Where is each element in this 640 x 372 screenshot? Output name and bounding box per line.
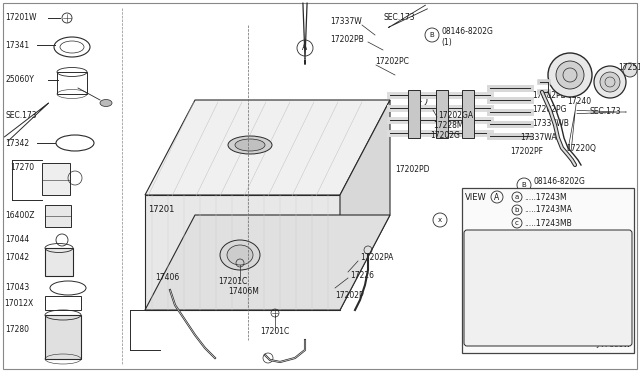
Text: 17406M: 17406M (228, 288, 259, 296)
Bar (582, 260, 620, 290)
Text: 25060Y: 25060Y (5, 76, 34, 84)
Circle shape (530, 265, 566, 301)
Text: 17201C: 17201C (218, 278, 247, 286)
Text: c: c (472, 280, 476, 286)
Text: 17202PD: 17202PD (395, 166, 429, 174)
Text: (1): (1) (441, 38, 452, 46)
Text: 17202PA: 17202PA (360, 253, 394, 263)
Bar (462, 188, 634, 353)
Ellipse shape (228, 136, 272, 154)
Bar (538, 298, 558, 318)
Text: 17012X: 17012X (4, 298, 33, 308)
Text: SEC.173: SEC.173 (590, 108, 621, 116)
Text: SEC.173: SEC.173 (5, 110, 36, 119)
Bar (45, 248, 73, 276)
Text: c: c (515, 220, 519, 226)
Text: 17240: 17240 (567, 97, 591, 106)
Bar (462, 90, 474, 138)
Text: .....17243MB: .....17243MB (524, 218, 572, 228)
Circle shape (594, 66, 626, 98)
Text: 17202PB: 17202PB (330, 35, 364, 45)
Text: J 7P000W: J 7P000W (596, 342, 631, 348)
Bar (42, 163, 70, 195)
Text: .....17243MA: .....17243MA (524, 205, 572, 215)
Text: a: a (476, 303, 480, 309)
Text: 17044: 17044 (5, 235, 29, 244)
Circle shape (600, 72, 620, 92)
Text: c: c (620, 280, 624, 286)
Text: 08146-8202G: 08146-8202G (533, 177, 585, 186)
Text: 17226: 17226 (350, 270, 374, 279)
Ellipse shape (100, 99, 112, 106)
Text: 17280: 17280 (5, 326, 29, 334)
Text: 17220Q: 17220Q (566, 144, 596, 153)
Text: a: a (552, 245, 556, 251)
Text: A: A (302, 44, 308, 52)
Text: 17406: 17406 (155, 273, 179, 282)
Text: 17202PG: 17202PG (532, 106, 566, 115)
Text: 17337WA: 17337WA (520, 134, 557, 142)
Ellipse shape (220, 240, 260, 270)
FancyBboxPatch shape (464, 230, 632, 346)
Text: 17201W: 17201W (5, 13, 36, 22)
Text: 17202PF: 17202PF (510, 148, 543, 157)
Text: 17042: 17042 (5, 253, 29, 262)
Text: VIEW: VIEW (465, 193, 487, 202)
Text: 17202G: 17202G (430, 131, 460, 140)
Bar (408, 90, 420, 138)
Circle shape (556, 61, 584, 89)
Text: b: b (546, 325, 550, 331)
Text: .....17243M: .....17243M (524, 192, 566, 202)
Text: B: B (429, 32, 435, 38)
Text: 17270: 17270 (10, 164, 34, 173)
Bar (436, 90, 448, 138)
Text: 17202PC: 17202PC (375, 58, 409, 67)
Text: 17202P: 17202P (335, 291, 364, 299)
Text: a: a (515, 194, 519, 200)
Text: 17251: 17251 (618, 64, 640, 73)
Text: b: b (515, 207, 519, 213)
Polygon shape (145, 195, 340, 310)
Text: B: B (522, 182, 526, 188)
Text: a: a (520, 245, 524, 251)
Text: 17201: 17201 (148, 205, 174, 215)
Polygon shape (340, 100, 390, 310)
Text: x: x (438, 217, 442, 223)
Text: 16400Z: 16400Z (5, 211, 35, 219)
Text: SEC.173: SEC.173 (383, 13, 415, 22)
Ellipse shape (235, 139, 265, 151)
Bar (474, 260, 512, 290)
Bar (45, 296, 81, 310)
Ellipse shape (227, 245, 253, 265)
Text: 17202GA: 17202GA (438, 110, 473, 119)
Circle shape (623, 63, 637, 77)
Text: x: x (418, 97, 422, 103)
Text: a: a (536, 245, 540, 251)
Text: 17201C: 17201C (260, 327, 289, 337)
Bar (57, 72, 87, 94)
Text: 17342: 17342 (5, 138, 29, 148)
Circle shape (537, 272, 559, 294)
Bar (45, 205, 71, 227)
Text: 17341: 17341 (5, 41, 29, 49)
Polygon shape (145, 100, 390, 195)
Text: 17337W: 17337W (330, 17, 362, 26)
Text: 08146-8202G: 08146-8202G (441, 28, 493, 36)
Polygon shape (145, 215, 390, 310)
Text: A: A (494, 192, 500, 202)
Bar (45, 315, 81, 359)
Circle shape (548, 53, 592, 97)
Text: (1): (1) (533, 187, 544, 196)
Text: 17202PE: 17202PE (532, 92, 565, 100)
Text: 17043: 17043 (5, 283, 29, 292)
Text: 17337WB: 17337WB (532, 119, 569, 128)
Text: 17228M: 17228M (433, 121, 463, 129)
